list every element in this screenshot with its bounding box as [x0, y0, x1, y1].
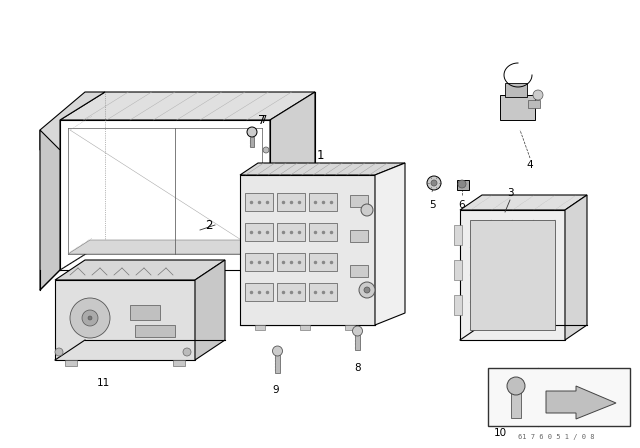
Circle shape	[431, 180, 437, 186]
Bar	[350, 265, 368, 277]
Circle shape	[273, 346, 282, 356]
Bar	[275, 355, 280, 373]
Bar	[245, 253, 273, 271]
Circle shape	[533, 90, 543, 100]
Polygon shape	[240, 163, 405, 175]
Text: 7: 7	[258, 113, 266, 126]
Bar	[245, 223, 273, 241]
Circle shape	[427, 176, 441, 190]
Circle shape	[88, 316, 92, 320]
Text: 6: 6	[459, 200, 465, 210]
Bar	[250, 137, 254, 147]
Bar	[309, 253, 337, 271]
Circle shape	[507, 377, 525, 395]
Bar	[277, 283, 305, 301]
Polygon shape	[240, 175, 375, 325]
Bar	[65, 360, 77, 366]
Text: 10: 10	[493, 428, 507, 438]
Bar	[488, 368, 630, 426]
Text: 5: 5	[429, 200, 435, 210]
Text: 8: 8	[355, 363, 362, 373]
Bar	[173, 360, 185, 366]
Bar	[300, 325, 310, 330]
Bar	[309, 283, 337, 301]
Circle shape	[458, 180, 466, 188]
Text: 11: 11	[97, 378, 109, 388]
Bar	[350, 195, 368, 207]
Bar	[511, 388, 521, 418]
Circle shape	[82, 310, 98, 326]
Text: 61 7 6 0 5 1 / 0 8: 61 7 6 0 5 1 / 0 8	[518, 434, 595, 440]
Bar	[277, 223, 305, 241]
Bar	[345, 325, 355, 330]
Bar	[505, 83, 527, 97]
Bar	[355, 335, 360, 350]
Bar	[245, 283, 273, 301]
Bar	[245, 193, 273, 211]
Circle shape	[353, 326, 362, 336]
Polygon shape	[460, 210, 565, 340]
Text: 4: 4	[527, 160, 533, 170]
Polygon shape	[460, 195, 587, 210]
Bar	[130, 305, 160, 320]
Bar	[277, 253, 305, 271]
Bar	[454, 225, 462, 245]
Text: 3: 3	[507, 188, 513, 198]
Circle shape	[359, 282, 375, 298]
Bar	[528, 100, 540, 108]
Bar	[350, 230, 368, 242]
Circle shape	[70, 298, 110, 338]
Text: 1: 1	[316, 148, 324, 161]
Polygon shape	[375, 163, 405, 325]
Bar	[277, 193, 305, 211]
Circle shape	[263, 147, 269, 153]
Bar	[197, 266, 213, 274]
Bar	[309, 193, 337, 211]
Polygon shape	[195, 260, 225, 360]
Text: 9: 9	[273, 385, 279, 395]
Circle shape	[55, 348, 63, 356]
Bar	[309, 223, 337, 241]
Bar	[454, 260, 462, 280]
Bar	[500, 95, 535, 120]
Polygon shape	[60, 92, 315, 120]
Bar	[454, 295, 462, 315]
Bar	[457, 180, 469, 190]
Polygon shape	[55, 260, 225, 280]
Polygon shape	[546, 386, 616, 419]
Polygon shape	[68, 240, 284, 254]
Polygon shape	[270, 92, 315, 270]
Polygon shape	[565, 195, 587, 340]
Text: 7: 7	[260, 115, 266, 125]
Circle shape	[361, 204, 373, 216]
Bar	[255, 325, 265, 330]
Polygon shape	[40, 130, 60, 290]
Circle shape	[247, 127, 257, 137]
Polygon shape	[40, 92, 105, 150]
Polygon shape	[55, 280, 195, 360]
Text: 2: 2	[205, 219, 212, 232]
Circle shape	[183, 348, 191, 356]
Bar	[135, 325, 175, 337]
Bar	[157, 266, 173, 274]
Bar	[470, 220, 555, 330]
Circle shape	[364, 287, 370, 293]
